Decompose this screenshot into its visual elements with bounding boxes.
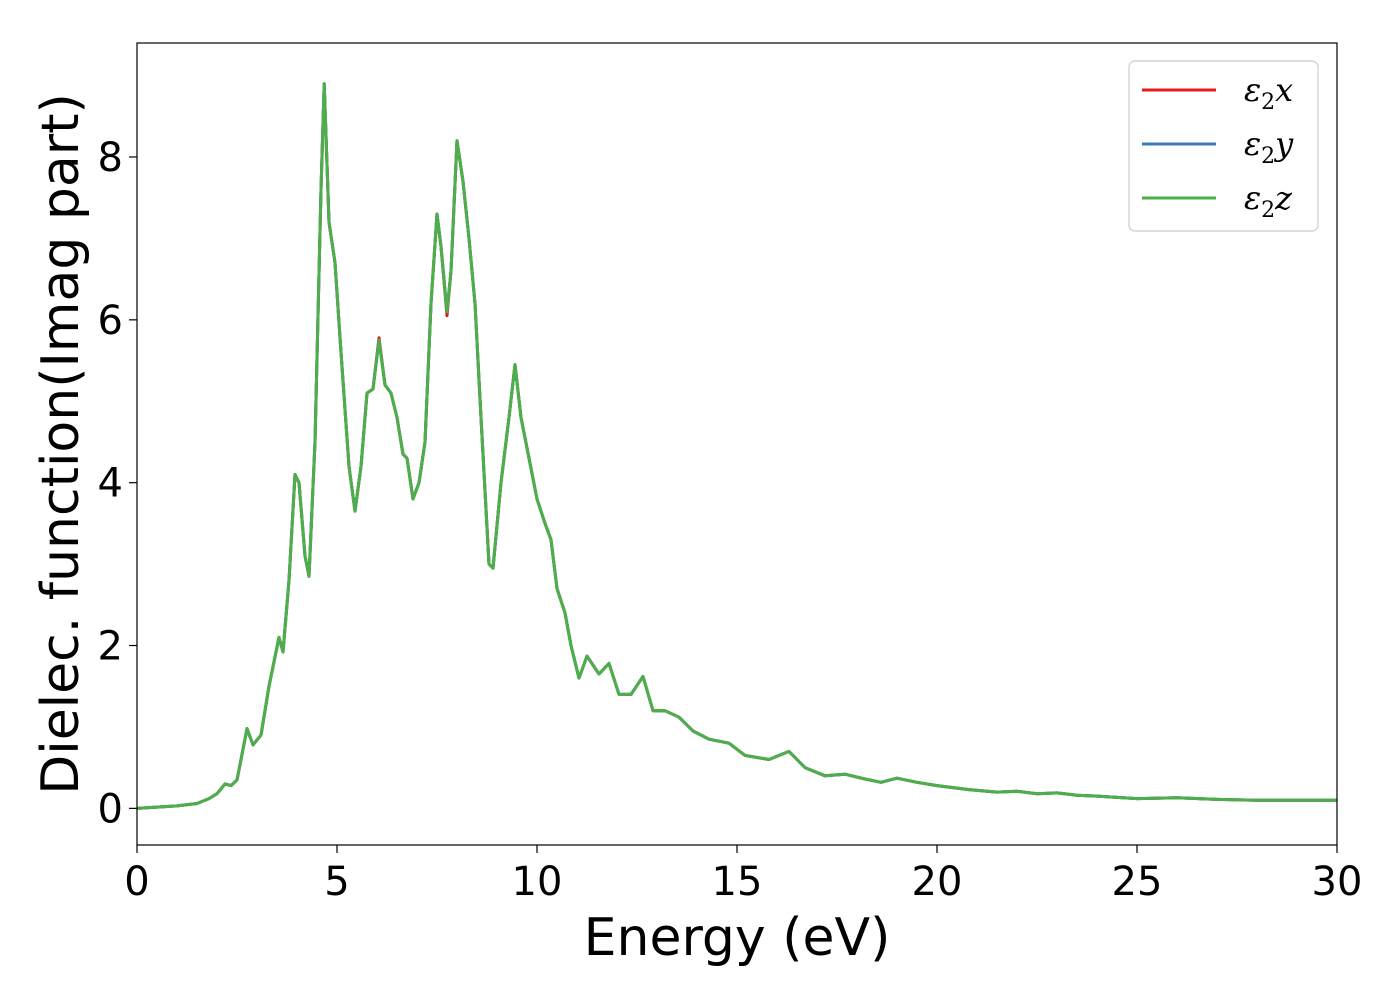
x-tick-label: 30 [1312,859,1363,905]
y-tick-label: 0 [98,786,123,832]
y-tick-label: 4 [98,461,123,507]
legend-label-x: ε2x [1244,71,1293,115]
x-tick-label: 10 [512,859,563,905]
legend: ε2x ε2y ε2z [1128,60,1319,232]
y-tick-label: 2 [98,624,123,670]
x-tick-label: 5 [324,859,349,905]
legend-label-z: ε2z [1244,179,1293,223]
x-axis-title: Energy (eV) [584,908,891,968]
series-line-z [136,82,1337,810]
y-tick-label: 6 [98,298,123,344]
legend-label-y: ε2y [1244,125,1294,169]
x-tick-label: 20 [912,859,963,905]
legend-box [1128,60,1319,232]
x-tick-label: 25 [1112,859,1163,905]
series-layer [136,82,1337,810]
x-tick-label: 15 [712,859,763,905]
x-tick-label: 0 [124,859,149,905]
y-tick-label: 8 [98,135,123,181]
y-axis-title: Dielec. function(Imag part) [31,93,91,795]
axes-layer: 0 5 10 15 20 25 30 0 2 4 6 8 [98,42,1363,905]
